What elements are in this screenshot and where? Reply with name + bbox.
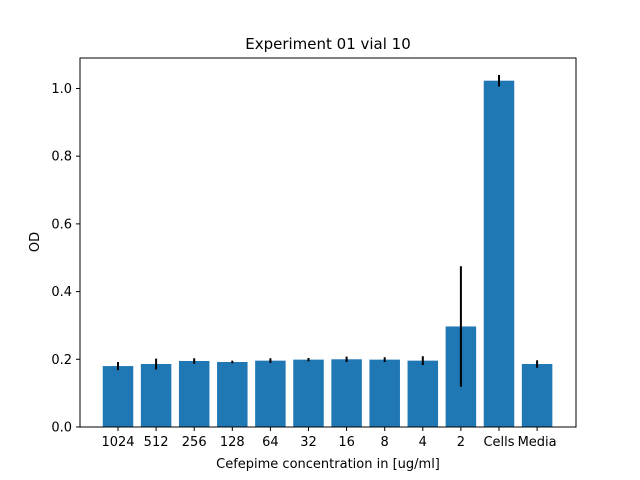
y-tick-label: 0.6 — [51, 217, 72, 232]
bar-64 — [255, 360, 286, 427]
y-axis-label: OD — [28, 232, 43, 252]
bar-256 — [178, 360, 210, 427]
bar-media — [521, 364, 553, 427]
x-tick-label-64: 64 — [262, 435, 279, 450]
y-axis-ticks: 0.0 0.2 0.4 0.6 0.8 1.0 — [51, 82, 80, 436]
x-tick-label-256: 256 — [182, 435, 207, 450]
x-tick-label-4: 4 — [419, 435, 427, 450]
x-tick-label-2: 2 — [457, 435, 465, 450]
bar-4 — [407, 360, 439, 427]
x-axis-ticks: 1024 512 256 128 64 32 16 8 4 2 Cells Media — [101, 427, 557, 450]
plot-area-frame — [79, 57, 577, 428]
bar-1024 — [102, 366, 134, 427]
bar-16 — [331, 359, 362, 427]
error-bars-group — [117, 74, 539, 387]
chart-title: Experiment 01 vial 10 — [245, 35, 411, 53]
y-tick-label: 1.0 — [51, 82, 72, 97]
y-tick-label: 0.0 — [51, 421, 72, 436]
x-tick-label-128: 128 — [220, 435, 245, 450]
x-tick-label-512: 512 — [144, 435, 169, 450]
x-tick-label-1024: 1024 — [101, 435, 134, 450]
x-tick-label-16: 16 — [338, 435, 355, 450]
x-tick-label-cells: Cells — [483, 435, 514, 450]
bar-128 — [217, 362, 248, 427]
bar-8 — [369, 359, 400, 427]
bars-group — [102, 80, 553, 428]
x-axis-label: Cefepime concentration in [ug/ml] — [216, 457, 440, 472]
bar-cells — [483, 80, 515, 428]
y-tick-label: 0.8 — [51, 150, 72, 165]
y-tick-label: 0.4 — [51, 285, 72, 300]
x-tick-label-8: 8 — [381, 435, 389, 450]
y-tick-label: 0.2 — [51, 353, 72, 368]
bar-512 — [140, 364, 172, 427]
bar-32 — [293, 359, 324, 427]
x-tick-label-media: Media — [518, 435, 557, 450]
x-tick-label-32: 32 — [300, 435, 317, 450]
